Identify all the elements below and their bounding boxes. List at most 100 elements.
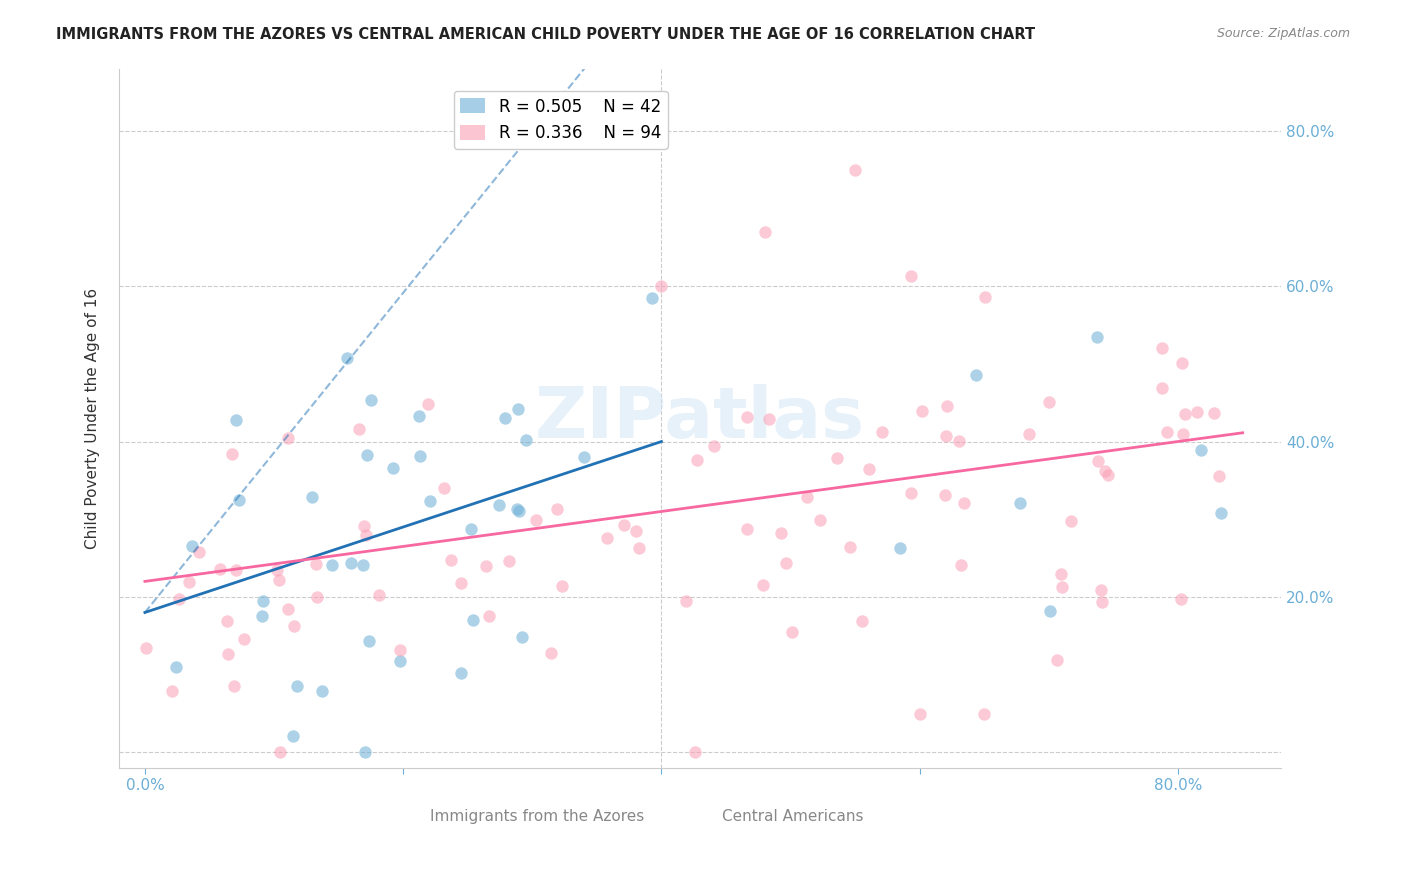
- Point: [851, 615, 873, 629]
- Point: [388, 654, 411, 668]
- Legend: R = 0.505    N = 42, R = 0.336    N = 94: R = 0.505 N = 42, R = 0.336 N = 94: [454, 91, 668, 148]
- Point: [347, 422, 370, 436]
- Point: [494, 411, 516, 425]
- Point: [900, 269, 922, 284]
- Point: [1090, 582, 1112, 597]
- Point: [754, 225, 776, 239]
- Point: [225, 412, 247, 426]
- Point: [1038, 395, 1060, 409]
- Point: [675, 594, 697, 608]
- Point: [735, 522, 758, 536]
- Point: [301, 490, 323, 504]
- Point: [222, 679, 245, 693]
- Point: [1085, 329, 1108, 343]
- Point: [758, 412, 780, 426]
- Point: [1010, 496, 1032, 510]
- Point: [187, 545, 209, 559]
- Point: [357, 633, 380, 648]
- Point: [354, 745, 377, 759]
- Point: [953, 496, 976, 510]
- Point: [498, 554, 520, 568]
- Point: [936, 399, 959, 413]
- Text: Central Americans: Central Americans: [723, 809, 863, 824]
- Point: [419, 493, 441, 508]
- Point: [336, 351, 359, 365]
- Point: [1152, 382, 1174, 396]
- Point: [450, 666, 472, 681]
- Point: [1208, 468, 1230, 483]
- Point: [1050, 580, 1073, 594]
- Point: [702, 439, 724, 453]
- Point: [1187, 404, 1209, 418]
- Point: [307, 590, 329, 604]
- Point: [572, 450, 595, 464]
- Point: [934, 488, 956, 502]
- Point: [844, 162, 866, 177]
- Point: [965, 368, 987, 382]
- Point: [283, 618, 305, 632]
- Point: [217, 647, 239, 661]
- Point: [872, 425, 894, 439]
- Point: [162, 683, 184, 698]
- Point: [1097, 468, 1119, 483]
- Point: [935, 429, 957, 443]
- Point: [796, 490, 818, 504]
- Point: [550, 579, 572, 593]
- Point: [269, 745, 291, 759]
- Point: [1170, 591, 1192, 606]
- Point: [233, 632, 256, 646]
- Point: [889, 541, 911, 555]
- Point: [269, 573, 291, 587]
- Text: ZIPatlas: ZIPatlas: [536, 384, 865, 453]
- Point: [353, 558, 375, 573]
- Y-axis label: Child Poverty Under the Age of 16: Child Poverty Under the Age of 16: [86, 287, 100, 549]
- Point: [1060, 514, 1083, 528]
- Point: [524, 513, 547, 527]
- Point: [686, 452, 709, 467]
- Point: [353, 519, 375, 533]
- Point: [225, 563, 247, 577]
- Point: [475, 558, 498, 573]
- Point: [950, 558, 973, 572]
- Point: [839, 540, 862, 554]
- Point: [973, 290, 995, 304]
- Point: [650, 279, 672, 293]
- Point: [1174, 408, 1197, 422]
- Point: [911, 403, 934, 417]
- Point: [450, 576, 472, 591]
- Point: [1087, 454, 1109, 468]
- Point: [177, 574, 200, 589]
- Point: [252, 594, 274, 608]
- Text: Source: ZipAtlas.com: Source: ZipAtlas.com: [1216, 27, 1350, 40]
- Text: Immigrants from the Azores: Immigrants from the Azores: [430, 809, 644, 824]
- Point: [908, 706, 931, 721]
- Point: [266, 563, 288, 577]
- Point: [305, 558, 328, 572]
- Point: [752, 577, 775, 591]
- Point: [1189, 442, 1212, 457]
- Point: [505, 502, 527, 516]
- Point: [948, 434, 970, 448]
- Point: [440, 552, 463, 566]
- Point: [900, 486, 922, 500]
- Point: [1091, 595, 1114, 609]
- Point: [250, 608, 273, 623]
- Point: [1209, 506, 1232, 520]
- Point: [683, 745, 706, 759]
- Point: [1046, 653, 1069, 667]
- Point: [613, 518, 636, 533]
- Point: [382, 461, 405, 475]
- Point: [1018, 426, 1040, 441]
- FancyBboxPatch shape: [430, 805, 470, 825]
- Point: [1202, 406, 1225, 420]
- Point: [508, 504, 530, 518]
- Point: [460, 522, 482, 536]
- Point: [515, 433, 537, 447]
- Point: [418, 397, 440, 411]
- Point: [461, 613, 484, 627]
- Point: [540, 646, 562, 660]
- Point: [808, 514, 831, 528]
- Point: [311, 684, 333, 698]
- Point: [782, 624, 804, 639]
- Point: [389, 642, 412, 657]
